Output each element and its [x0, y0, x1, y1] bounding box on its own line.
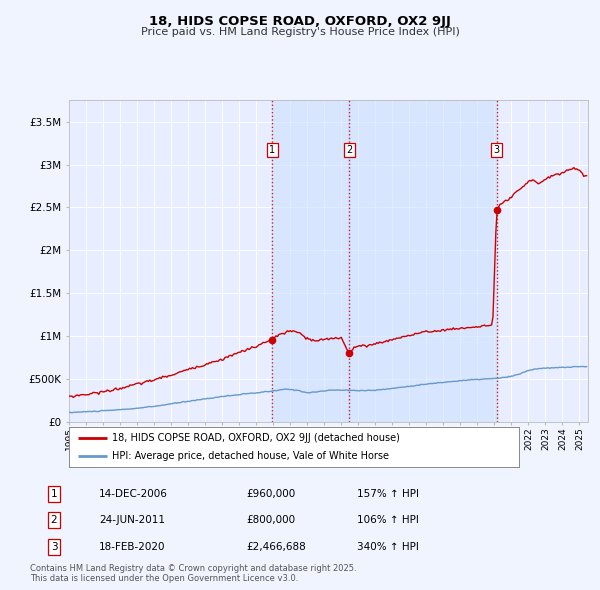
Text: Contains HM Land Registry data © Crown copyright and database right 2025.
This d: Contains HM Land Registry data © Crown c… [30, 563, 356, 583]
Text: £960,000: £960,000 [246, 489, 295, 499]
Text: 18, HIDS COPSE ROAD, OXFORD, OX2 9JJ: 18, HIDS COPSE ROAD, OXFORD, OX2 9JJ [149, 15, 451, 28]
Bar [349, 100, 497, 422]
Text: 157% ↑ HPI: 157% ↑ HPI [357, 489, 419, 499]
Text: 3: 3 [50, 542, 58, 552]
Text: £800,000: £800,000 [246, 516, 295, 525]
Text: 18, HIDS COPSE ROAD, OXFORD, OX2 9JJ (detached house): 18, HIDS COPSE ROAD, OXFORD, OX2 9JJ (de… [112, 433, 400, 443]
Text: 14-DEC-2006: 14-DEC-2006 [99, 489, 168, 499]
Text: 2: 2 [50, 516, 58, 525]
Text: 340% ↑ HPI: 340% ↑ HPI [357, 542, 419, 552]
Text: 1: 1 [50, 489, 58, 499]
Text: Price paid vs. HM Land Registry's House Price Index (HPI): Price paid vs. HM Land Registry's House … [140, 27, 460, 37]
Text: HPI: Average price, detached house, Vale of White Horse: HPI: Average price, detached house, Vale… [112, 451, 389, 461]
Text: 18-FEB-2020: 18-FEB-2020 [99, 542, 166, 552]
Text: 2: 2 [346, 145, 353, 155]
Text: 3: 3 [494, 145, 500, 155]
Text: 24-JUN-2011: 24-JUN-2011 [99, 516, 165, 525]
Text: £2,466,688: £2,466,688 [246, 542, 306, 552]
Text: 1: 1 [269, 145, 275, 155]
Text: 106% ↑ HPI: 106% ↑ HPI [357, 516, 419, 525]
Bar [272, 100, 349, 422]
